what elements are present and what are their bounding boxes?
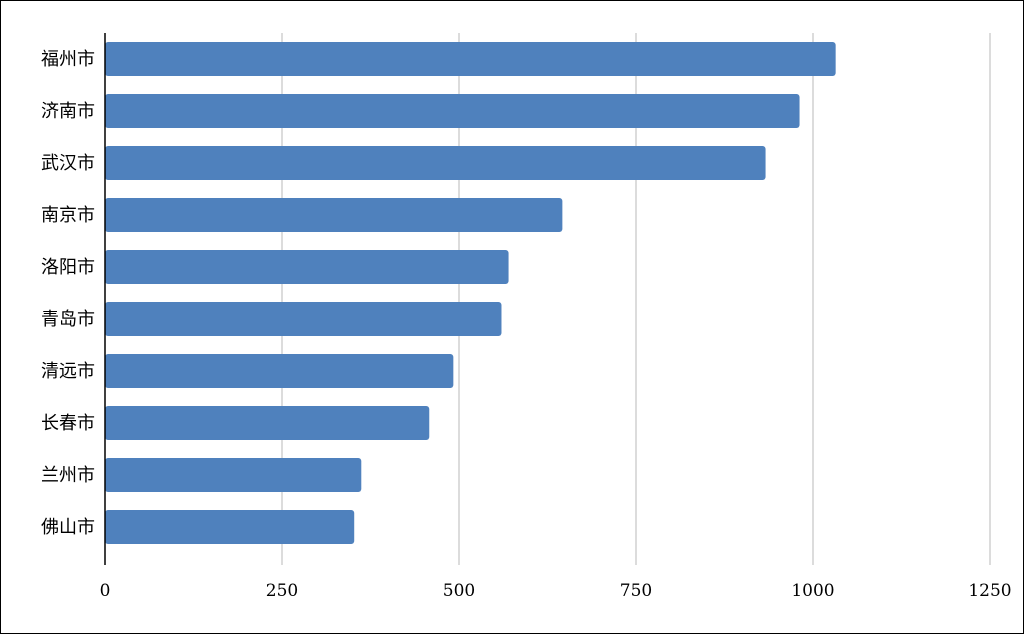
category-label: 青岛市 <box>41 309 95 330</box>
category-label: 武汉市 <box>41 153 95 174</box>
bar <box>105 146 766 180</box>
category-label: 洛阳市 <box>41 257 95 278</box>
x-tick-label: 1250 <box>968 581 1011 601</box>
bar <box>105 250 509 284</box>
bar <box>105 94 800 128</box>
bar <box>105 406 430 440</box>
category-label: 兰州市 <box>41 465 95 486</box>
bar <box>105 198 563 232</box>
x-tick-label: 250 <box>266 581 298 601</box>
category-label: 佛山市 <box>41 517 95 538</box>
category-label: 南京市 <box>41 205 95 226</box>
bar-layer <box>105 42 836 544</box>
category-label: 济南市 <box>41 101 95 122</box>
bar <box>105 510 355 544</box>
bar <box>105 354 454 388</box>
category-label: 福州市 <box>41 49 95 70</box>
category-label: 长春市 <box>41 413 95 434</box>
bar <box>105 302 502 336</box>
category-label: 清远市 <box>41 361 95 382</box>
x-tick-label: 1000 <box>791 581 834 601</box>
bar <box>105 458 362 492</box>
bar <box>105 42 836 76</box>
x-tick-labels: 0 250 500 750 1000 1250 <box>100 581 1012 601</box>
x-tick-label: 0 <box>100 581 111 601</box>
x-tick-label: 750 <box>620 581 652 601</box>
x-tick-label: 500 <box>443 581 475 601</box>
